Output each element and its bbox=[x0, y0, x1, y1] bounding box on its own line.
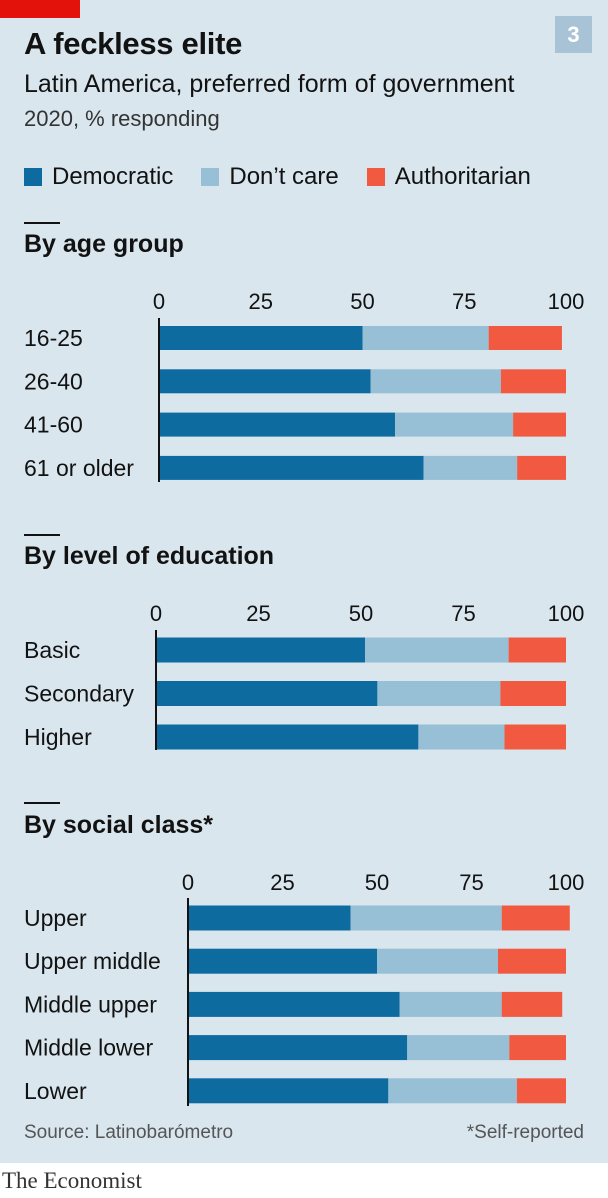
bar-segment-democratic bbox=[159, 369, 371, 394]
chart-title: A feckless elite bbox=[24, 26, 243, 61]
chart-unit-note: 2020, % responding bbox=[24, 106, 220, 131]
bar-segment-don-t-care bbox=[407, 1035, 510, 1061]
bar-segment-democratic bbox=[156, 724, 419, 750]
x-tick-label: 0 bbox=[182, 870, 194, 895]
category-label: 26-40 bbox=[24, 368, 83, 394]
bar-segment-don-t-care bbox=[388, 1078, 517, 1104]
section-title-education: By level of education bbox=[24, 542, 275, 570]
bar-segment-don-t-care bbox=[370, 369, 501, 394]
x-tick-label: 25 bbox=[249, 289, 273, 314]
bar-segment-authoritarian bbox=[500, 369, 566, 394]
legend-item-authoritarian: Authoritarian bbox=[366, 163, 531, 191]
chart-subtitle: Latin America, preferred form of governm… bbox=[24, 70, 515, 98]
category-label: Lower bbox=[24, 1078, 87, 1104]
section-rule bbox=[24, 222, 60, 224]
bar-segment-don-t-care bbox=[377, 948, 498, 974]
chart-svg: 0 25 50 75 100 Upper Upper middle Middle upper M… bbox=[24, 870, 585, 1106]
category-label: 16-25 bbox=[24, 325, 83, 351]
social-class-chart: 0 25 50 75 100 Upper Upper middle Middle upper M… bbox=[24, 870, 584, 1106]
publisher-wordmark: The Economist bbox=[2, 1168, 142, 1193]
education-chart: 0 25 50 75 100 Basic Secondary Higher bbox=[24, 601, 584, 750]
bar-segment-authoritarian bbox=[501, 905, 570, 931]
legend-item-democratic: Democratic bbox=[24, 163, 173, 191]
x-tick-label: 75 bbox=[452, 289, 476, 314]
bar-segment-authoritarian bbox=[509, 1035, 566, 1061]
x-tick-label: 100 bbox=[548, 289, 585, 314]
category-label: Secondary bbox=[24, 681, 134, 707]
legend-item-dont-care: Don’t care bbox=[201, 163, 339, 191]
category-label: Upper middle bbox=[24, 948, 161, 974]
bar-segment-democratic bbox=[188, 905, 351, 931]
legend-swatch-democratic bbox=[24, 168, 42, 186]
bar-segment-democratic bbox=[159, 412, 396, 437]
red-brand-tag bbox=[0, 0, 80, 18]
legend: Democratic Don’t care Authoritarian bbox=[24, 162, 559, 192]
category-label: Higher bbox=[24, 724, 92, 750]
bar-segment-don-t-care bbox=[377, 681, 501, 706]
chart-panel: A feckless elite 3 Latin America, prefer… bbox=[0, 0, 608, 1163]
bar-segment-authoritarian bbox=[508, 637, 566, 663]
section-title-social-class: By social class* bbox=[24, 811, 214, 839]
bar-segment-don-t-care bbox=[418, 724, 505, 750]
chart-svg: 0 25 50 75 100 16-25 26-40 41-60 61 or older bbox=[24, 289, 585, 482]
x-tick-label: 50 bbox=[350, 289, 374, 314]
x-tick-label: 100 bbox=[548, 870, 585, 895]
bar-segment-authoritarian bbox=[500, 681, 566, 706]
footnote: *Self-reported bbox=[466, 1122, 584, 1143]
chart-svg: 0 25 50 75 100 Basic Secondary Higher bbox=[24, 601, 585, 750]
bar-segment-democratic bbox=[156, 637, 366, 663]
category-label: Middle lower bbox=[24, 1035, 153, 1061]
bar-segment-don-t-care bbox=[350, 905, 502, 931]
bar-segment-don-t-care bbox=[395, 412, 514, 437]
bar-segment-authoritarian bbox=[497, 948, 566, 974]
bar-segment-authoritarian bbox=[516, 1078, 566, 1104]
category-label: Basic bbox=[24, 637, 80, 663]
chart-number-badge: 3 bbox=[555, 16, 592, 53]
x-tick-label: 0 bbox=[150, 601, 162, 626]
section-rule bbox=[24, 534, 60, 536]
bar-segment-authoritarian bbox=[504, 724, 566, 750]
bar-segment-democratic bbox=[156, 681, 378, 706]
bar-segment-don-t-care bbox=[399, 991, 502, 1017]
category-label: Upper bbox=[24, 905, 87, 931]
source-note: Source: Latinobarómetro bbox=[24, 1122, 234, 1143]
section-rule bbox=[24, 802, 60, 804]
x-tick-label: 100 bbox=[548, 601, 585, 626]
legend-label-democratic: Democratic bbox=[52, 163, 174, 190]
x-tick-label: 75 bbox=[459, 870, 483, 895]
legend-label-authoritarian: Authoritarian bbox=[394, 163, 531, 190]
legend-swatch-authoritarian bbox=[366, 168, 385, 186]
bar-segment-democratic bbox=[188, 948, 377, 974]
bar-segment-don-t-care bbox=[362, 326, 489, 350]
bar-segment-democratic bbox=[188, 1035, 408, 1061]
age-group-chart: 0 25 50 75 100 16-25 26-40 41-60 61 or older bbox=[0, 0, 608, 500]
bar-segment-don-t-care bbox=[365, 637, 509, 663]
category-label: 61 or older bbox=[24, 455, 134, 481]
bar-segment-democratic bbox=[159, 455, 424, 480]
section-title-age-group: By age group bbox=[24, 230, 184, 258]
bar-segment-authoritarian bbox=[488, 326, 562, 350]
x-tick-label: 50 bbox=[349, 601, 373, 626]
category-label: 41-60 bbox=[24, 412, 83, 438]
x-tick-label: 75 bbox=[451, 601, 475, 626]
bar-segment-democratic bbox=[159, 326, 363, 350]
legend-swatch-dont-care bbox=[201, 168, 220, 186]
bar-segment-don-t-care bbox=[423, 455, 518, 480]
bar-segment-democratic bbox=[188, 991, 400, 1017]
category-label: Middle upper bbox=[24, 991, 157, 1017]
bar-segment-democratic bbox=[188, 1078, 389, 1104]
bar-segment-authoritarian bbox=[517, 455, 566, 480]
x-tick-label: 25 bbox=[246, 601, 270, 626]
x-tick-label: 0 bbox=[153, 289, 165, 314]
legend-label-dont-care: Don’t care bbox=[229, 163, 339, 190]
bar-segment-authoritarian bbox=[513, 412, 566, 437]
bar-segment-authoritarian bbox=[501, 991, 563, 1017]
x-tick-label: 25 bbox=[270, 870, 294, 895]
x-tick-label: 50 bbox=[365, 870, 389, 895]
